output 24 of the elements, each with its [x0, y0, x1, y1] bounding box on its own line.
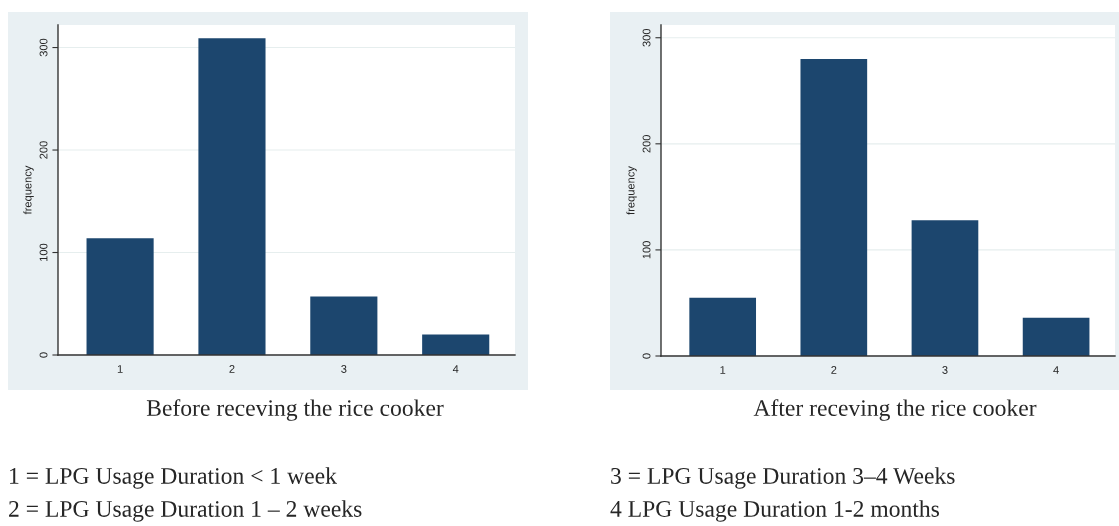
- y-tick-label: 100: [39, 243, 48, 261]
- y-tick-label: 0: [642, 353, 651, 359]
- text: 2 = LPG Usage Duration 1 – 2 weeks: [9, 500, 362, 522]
- x-tick-label: 4: [452, 365, 459, 373]
- x-axis-title: Before receving the rice cooker: [146, 399, 444, 421]
- x-tick-label: 3: [341, 365, 347, 373]
- y-tick-label: 0: [39, 352, 48, 358]
- text: 1 = LPG Usage Duration < 1 week: [10, 467, 337, 489]
- y-tick-label: 300: [642, 28, 651, 47]
- x-tick-label: 2: [831, 366, 837, 374]
- x-tick-label: 1: [720, 366, 726, 374]
- x-tick-label: 4: [1053, 366, 1059, 374]
- y-tick-label: 300: [39, 38, 48, 57]
- x-tick-label: 2: [229, 365, 235, 373]
- y-axis-title: frequency: [23, 165, 34, 215]
- text: 3 = LPG Usage Duration 3–4 Weeks: [611, 467, 955, 489]
- x-tick-label: 3: [942, 366, 948, 374]
- y-tick-label: 200: [642, 134, 651, 153]
- x-axis-title: After receving the rice cooker: [753, 399, 1037, 421]
- y-tick-label: 200: [39, 141, 48, 159]
- y-axis-title: frequency: [626, 166, 637, 215]
- x-tick-label: 1: [117, 365, 123, 373]
- text: 4 LPG Usage Duration 1-2 months: [610, 500, 940, 522]
- y-tick-label: 100: [642, 241, 651, 259]
